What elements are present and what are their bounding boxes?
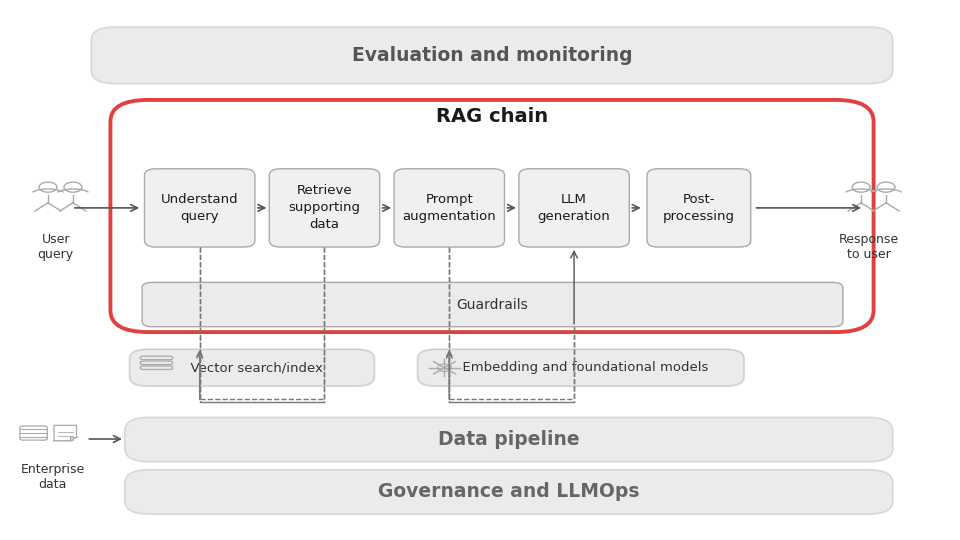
Text: Post-
processing: Post- processing xyxy=(662,193,735,223)
FancyBboxPatch shape xyxy=(110,100,874,332)
FancyBboxPatch shape xyxy=(647,168,751,247)
FancyBboxPatch shape xyxy=(418,349,744,386)
Text: Embedding and foundational models: Embedding and foundational models xyxy=(454,361,708,374)
FancyBboxPatch shape xyxy=(142,282,843,327)
Text: RAG chain: RAG chain xyxy=(437,106,548,126)
FancyBboxPatch shape xyxy=(130,349,374,386)
FancyBboxPatch shape xyxy=(395,168,505,247)
Text: Governance and LLMOps: Governance and LLMOps xyxy=(378,482,639,502)
Text: Response
to user: Response to user xyxy=(839,233,899,261)
Text: Prompt
augmentation: Prompt augmentation xyxy=(402,193,496,223)
Text: Retrieve
supporting
data: Retrieve supporting data xyxy=(288,184,361,232)
FancyBboxPatch shape xyxy=(144,168,255,247)
FancyBboxPatch shape xyxy=(125,417,893,462)
FancyBboxPatch shape xyxy=(91,27,893,84)
Text: Evaluation and monitoring: Evaluation and monitoring xyxy=(351,46,633,65)
Text: Enterprise
data: Enterprise data xyxy=(21,463,84,491)
Text: User
query: User query xyxy=(37,233,74,261)
FancyBboxPatch shape xyxy=(125,470,893,514)
Text: Data pipeline: Data pipeline xyxy=(438,430,580,449)
Text: Guardrails: Guardrails xyxy=(457,298,528,312)
FancyBboxPatch shape xyxy=(518,168,630,247)
Text: Vector search/index: Vector search/index xyxy=(181,361,323,374)
FancyBboxPatch shape xyxy=(269,168,380,247)
Text: Understand
query: Understand query xyxy=(161,193,238,223)
Text: LLM
generation: LLM generation xyxy=(538,193,611,223)
